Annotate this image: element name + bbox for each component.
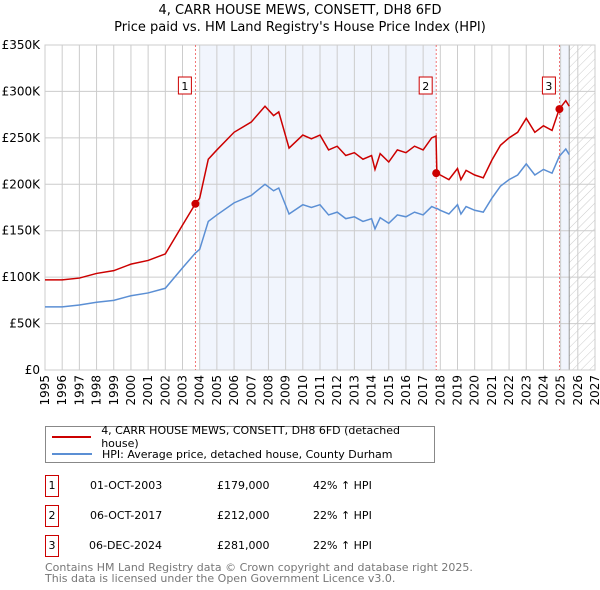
sale-date: 06-OCT-2017 <box>90 509 163 522</box>
x-tick-label: 2011 <box>313 375 327 406</box>
sale-price: £179,000 <box>217 479 270 492</box>
x-tick-label: 2009 <box>279 375 293 406</box>
legend-item-property: 4, CARR HOUSE MEWS, CONSETT, DH8 6FD (de… <box>52 424 434 450</box>
sale-date: 06-DEC-2024 <box>89 539 163 552</box>
x-tick-label: 2002 <box>158 375 172 406</box>
sale-marker-badge: 2 <box>45 505 59 527</box>
y-tick-label: £250K <box>2 131 42 145</box>
x-tick-label: 2023 <box>519 375 533 406</box>
x-tick-label: 2010 <box>296 375 310 406</box>
x-tick-label: 2008 <box>261 375 275 406</box>
sale-point <box>191 199 200 208</box>
y-tick-label: £50K <box>9 317 41 331</box>
sale-label: 1 <box>181 80 188 93</box>
y-tick-label: £300K <box>2 84 42 98</box>
forecast-hatch <box>569 45 595 370</box>
x-tick-label: 2014 <box>365 375 379 406</box>
sale-label-box <box>541 76 556 95</box>
sale-hpi-diff: 42% ↑ HPI <box>313 479 372 492</box>
hpi-line <box>45 147 570 308</box>
shaded-period <box>559 45 570 370</box>
x-tick-label: 2000 <box>124 375 138 406</box>
y-tick-label: £350K <box>2 38 42 52</box>
y-tick-label: £150K <box>2 224 42 238</box>
x-tick-label: 2017 <box>416 375 430 406</box>
x-tick-label: 2015 <box>382 375 396 406</box>
x-tick-label: 2026 <box>571 375 585 406</box>
sale-point <box>555 105 564 114</box>
x-tick-label: 2013 <box>347 375 361 406</box>
sale-hpi-diff: 22% ↑ HPI <box>313 509 372 522</box>
x-tick-label: 2027 <box>588 375 600 406</box>
x-tick-label: 1995 <box>38 375 52 406</box>
chart-subtitle: Price paid vs. HM Land Registry's House … <box>114 20 486 35</box>
footer-licence: This data is licensed under the Open Gov… <box>45 572 396 585</box>
legend-swatch <box>52 436 92 438</box>
x-tick-label: 1997 <box>72 375 86 406</box>
plot-area: £0 £50K £100K £150K £200K £250K £300K £350K 1995… <box>2 38 600 406</box>
legend-label: 4, CARR HOUSE MEWS, CONSETT, DH8 6FD (de… <box>101 424 401 450</box>
y-tick-label: £100K <box>2 270 42 284</box>
x-tick-label: 2022 <box>502 375 516 406</box>
x-tick-label: 2004 <box>193 375 207 406</box>
sale-price: £212,000 <box>217 509 270 522</box>
x-tick-label: 2016 <box>399 375 413 406</box>
x-tick-label: 2020 <box>468 375 482 406</box>
x-tick-label: 2006 <box>227 375 241 406</box>
y-tick-label: £0 <box>25 363 40 377</box>
x-tick-label: 2012 <box>330 375 344 406</box>
footer-copyright: Contains HM Land Registry data © Crown c… <box>45 561 473 574</box>
sale-label-box <box>177 76 192 95</box>
legend: 4, CARR HOUSE MEWS, CONSETT, DH8 6FD (de… <box>45 424 435 463</box>
x-tick-label: 1998 <box>90 375 104 406</box>
x-tick-label: 2001 <box>141 375 155 406</box>
sale-price: £281,000 <box>217 539 270 552</box>
sale-date: 01-OCT-2003 <box>90 479 163 492</box>
sale-marker-badge: 1 <box>45 475 59 497</box>
plot-border <box>44 44 596 371</box>
y-tick-label: £200K <box>2 177 42 191</box>
x-tick-label: 1996 <box>55 375 69 406</box>
sale-marker-badge: 3 <box>45 535 59 557</box>
chart-title: 4, CARR HOUSE MEWS, CONSETT, DH8 6FD <box>158 3 442 18</box>
x-tick-label: 2024 <box>536 375 550 406</box>
x-tick-label: 1999 <box>107 375 121 406</box>
x-tick-label: 2007 <box>244 375 258 406</box>
x-tick-label: 2025 <box>554 375 568 406</box>
legend-item-hpi: HPI: Average price, detached house, Coun… <box>52 446 393 462</box>
legend-label: HPI: Average price, detached house, Coun… <box>102 447 393 461</box>
x-tick-label: 2018 <box>433 375 447 406</box>
shaded-period <box>199 45 437 370</box>
sale-label-box <box>418 76 433 95</box>
x-tick-label: 2021 <box>485 375 499 406</box>
sale-hpi-diff: 22% ↑ HPI <box>313 539 372 552</box>
sale-point <box>432 169 441 178</box>
x-tick-label: 2005 <box>210 375 224 406</box>
sale-label: 2 <box>422 80 429 93</box>
sale-label: 3 <box>545 80 552 93</box>
legend-swatch <box>52 453 92 455</box>
x-tick-label: 2003 <box>176 375 190 406</box>
x-tick-label: 2019 <box>451 375 465 406</box>
